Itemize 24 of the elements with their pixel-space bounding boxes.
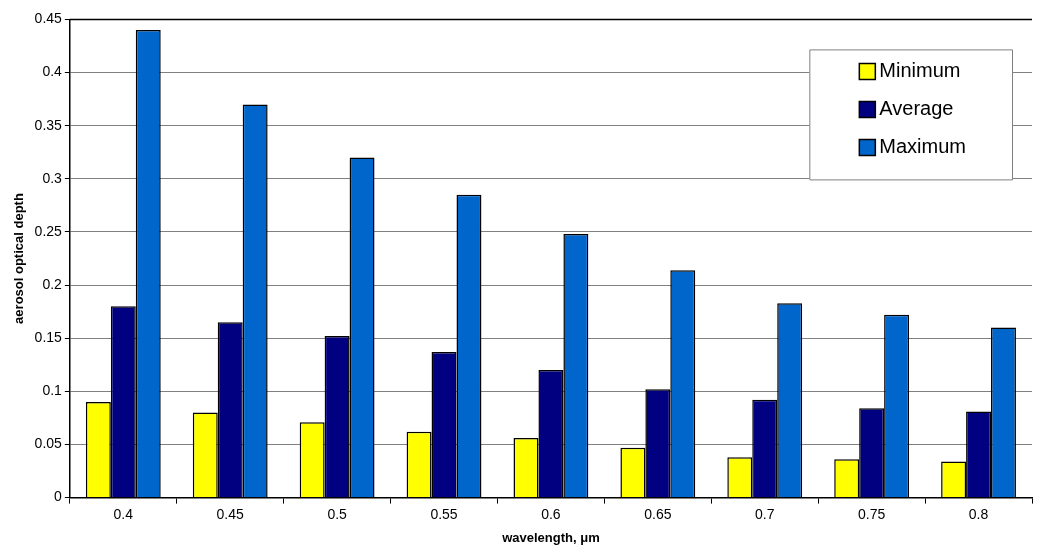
y-tick-label: 0.05 bbox=[34, 435, 63, 452]
y-tick-label: 0.3 bbox=[42, 169, 63, 186]
x-tick-label: 0.55 bbox=[430, 505, 458, 522]
y-tick-label: 0.35 bbox=[34, 116, 63, 133]
y-tick-label: 0 bbox=[54, 488, 63, 505]
x-tick-label: 0.8 bbox=[968, 505, 989, 522]
x-tick-label: 0.65 bbox=[644, 505, 672, 522]
y-tick-label: 0.4 bbox=[42, 63, 63, 80]
y-tick-label: 0.15 bbox=[34, 329, 63, 346]
x-tick-label: 0.7 bbox=[755, 505, 775, 522]
y-tick-label: 0.45 bbox=[34, 10, 63, 27]
x-tick-label: 0.45 bbox=[216, 505, 245, 522]
x-tick-label: 0.5 bbox=[327, 505, 348, 522]
x-axis-title: wavelength, μm bbox=[501, 529, 600, 545]
y-axis-title: aerosol optical depth bbox=[11, 193, 27, 324]
x-tick-label: 0.75 bbox=[858, 505, 886, 522]
y-tick-label: 0.25 bbox=[34, 222, 63, 239]
legend-label: Maximum bbox=[879, 134, 966, 157]
y-tick-label: 0.1 bbox=[42, 382, 63, 399]
y-tick-label: 0.2 bbox=[42, 275, 63, 292]
legend-label: Minimum bbox=[879, 58, 961, 81]
x-tick-label: 0.6 bbox=[541, 505, 561, 522]
x-tick-label: 0.4 bbox=[113, 505, 134, 522]
legend-label: Average bbox=[879, 96, 954, 119]
